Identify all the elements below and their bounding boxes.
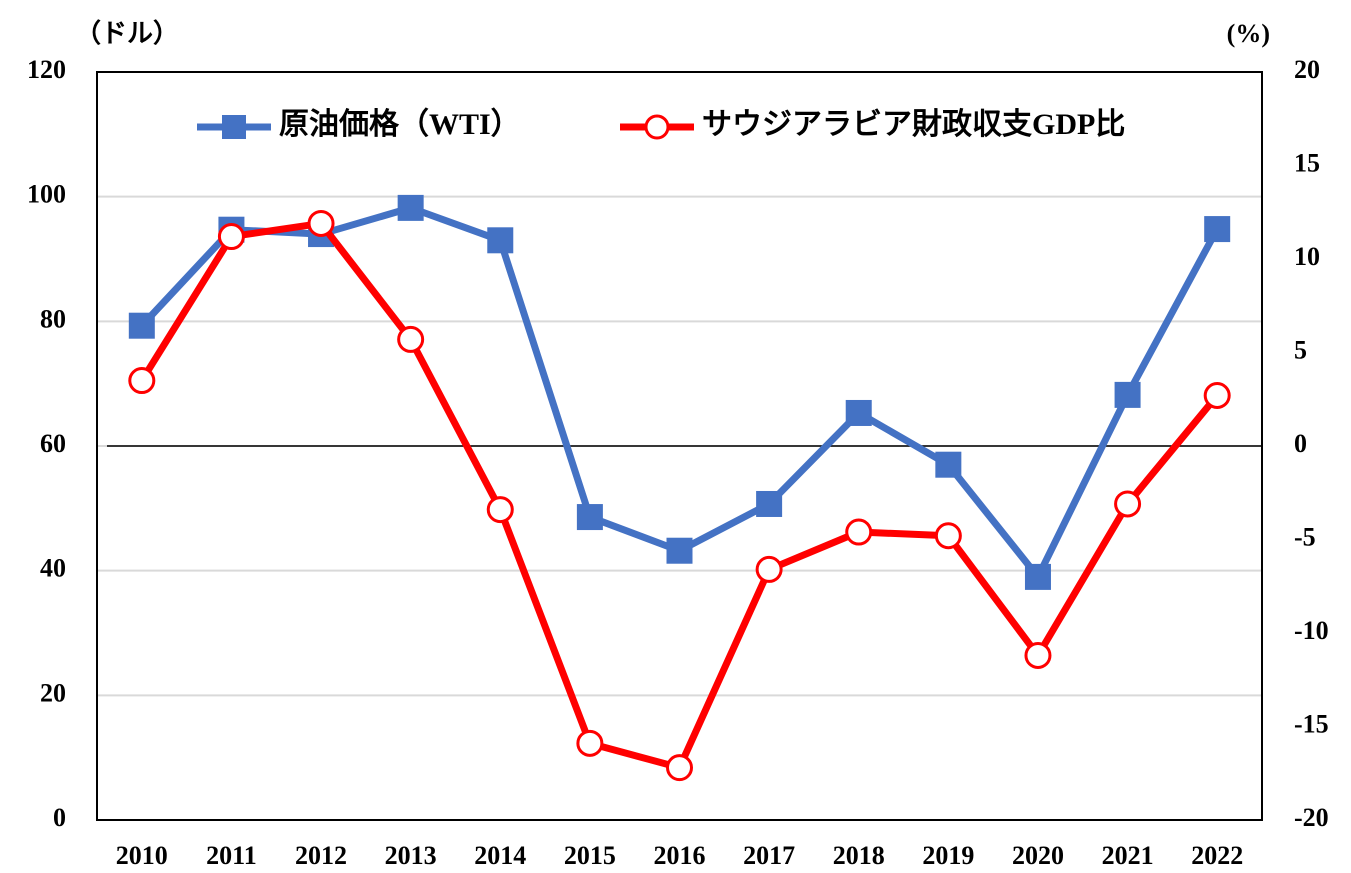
y2-tick-label: 20 bbox=[1294, 55, 1320, 84]
x-tick-label: 2015 bbox=[564, 841, 616, 870]
marker bbox=[934, 522, 962, 550]
y-tick-label: 80 bbox=[40, 304, 66, 333]
x-tick-label: 2019 bbox=[922, 841, 974, 870]
marker bbox=[397, 194, 424, 221]
marker bbox=[755, 555, 783, 583]
x-tick-label: 2018 bbox=[833, 841, 885, 870]
y2-tick-label: -5 bbox=[1294, 522, 1316, 551]
legend-marker bbox=[222, 115, 246, 139]
marker bbox=[666, 537, 693, 564]
legend-label: サウジアラビア財政収支GDP比 bbox=[702, 108, 1125, 141]
y2-tick-label: -10 bbox=[1294, 616, 1329, 645]
x-tick-label: 2014 bbox=[474, 841, 526, 870]
x-tick-label: 2017 bbox=[743, 841, 795, 870]
y-tick-label: 20 bbox=[40, 678, 66, 707]
y2-tick-label: 0 bbox=[1294, 429, 1307, 458]
marker bbox=[935, 451, 962, 478]
marker bbox=[1114, 381, 1141, 408]
marker bbox=[307, 209, 335, 237]
x-tick-label: 2020 bbox=[1012, 841, 1064, 870]
legend-label: 原油価格（WTI） bbox=[279, 107, 521, 141]
x-tick-label: 2011 bbox=[206, 841, 257, 870]
x-tick-label: 2016 bbox=[654, 841, 706, 870]
marker bbox=[576, 729, 604, 757]
legend-marker bbox=[644, 114, 670, 140]
marker bbox=[1024, 563, 1051, 590]
marker bbox=[1024, 641, 1052, 669]
y-tick-label: 40 bbox=[40, 554, 66, 583]
plot-frame bbox=[96, 71, 1263, 821]
y2-tick-label: 10 bbox=[1294, 242, 1320, 271]
marker bbox=[1114, 490, 1142, 518]
x-tick-label: 2013 bbox=[385, 841, 437, 870]
marker bbox=[217, 223, 245, 251]
marker bbox=[487, 227, 514, 254]
marker bbox=[756, 490, 783, 517]
marker bbox=[486, 496, 514, 524]
x-tick-label: 2012 bbox=[295, 841, 347, 870]
marker bbox=[1203, 382, 1231, 410]
x-tick-label: 2010 bbox=[116, 841, 168, 870]
marker bbox=[1204, 216, 1231, 243]
marker bbox=[576, 504, 603, 531]
y-tick-label: 100 bbox=[27, 180, 66, 209]
marker bbox=[397, 325, 425, 353]
marker bbox=[666, 754, 693, 782]
y2-tick-label: -15 bbox=[1294, 709, 1329, 738]
y-tick-label: 0 bbox=[53, 803, 66, 832]
y2-axis-label: (%) bbox=[1227, 19, 1270, 48]
marker bbox=[845, 518, 873, 546]
marker bbox=[128, 312, 155, 339]
y-axis-label: （ドル） bbox=[75, 19, 179, 48]
y2-tick-label: 5 bbox=[1294, 335, 1307, 364]
x-tick-label: 2022 bbox=[1191, 841, 1243, 870]
marker bbox=[845, 399, 872, 426]
series-line bbox=[139, 204, 1221, 581]
y2-tick-label: 15 bbox=[1294, 148, 1320, 177]
x-tick-label: 2021 bbox=[1102, 841, 1154, 870]
marker bbox=[128, 367, 156, 395]
y-tick-label: 60 bbox=[40, 429, 66, 458]
series-line bbox=[138, 219, 1220, 772]
y2-tick-label: -20 bbox=[1294, 803, 1329, 832]
y-tick-label: 120 bbox=[27, 55, 66, 84]
